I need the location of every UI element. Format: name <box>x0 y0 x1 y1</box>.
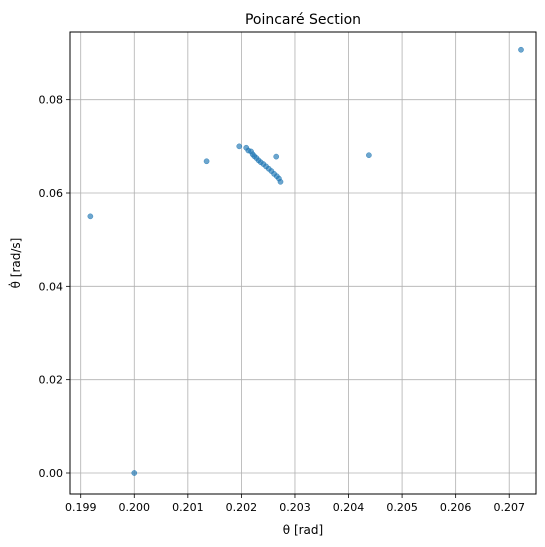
x-tick-label: 0.200 <box>119 501 151 514</box>
x-tick-label: 0.199 <box>65 501 97 514</box>
y-axis-ticks: 0.00 0.02 0.04 0.06 0.08 <box>39 94 70 480</box>
plot-frame <box>69 31 537 495</box>
x-tick-label: 0.204 <box>333 501 365 514</box>
data-point <box>366 152 372 159</box>
data-point <box>518 46 524 53</box>
x-tick-label: 0.206 <box>440 501 472 514</box>
x-tick-label: 0.205 <box>386 501 418 514</box>
y-tick-label: 0.02 <box>39 374 64 387</box>
data-point <box>203 158 210 165</box>
data-points <box>87 46 524 476</box>
x-tick-label: 0.203 <box>279 501 311 514</box>
y-tick-label: 0.00 <box>39 467 64 480</box>
y-tick-label: 0.04 <box>39 280 64 293</box>
data-point <box>273 153 280 160</box>
y-tick-label: 0.06 <box>39 187 64 200</box>
grid <box>70 32 536 494</box>
data-point <box>277 178 284 185</box>
chart-title: Poincaré Section <box>245 12 361 28</box>
x-axis-label: θ [rad] <box>283 523 323 537</box>
data-point <box>131 470 138 476</box>
y-axis-label: θ̇ [rad/s] <box>8 238 23 289</box>
x-tick-label: 0.207 <box>493 501 525 514</box>
x-axis-ticks: 0.199 0.200 0.201 0.202 0.203 0.204 0.205 0.206… <box>65 494 525 514</box>
x-tick-label: 0.201 <box>172 501 204 514</box>
data-point <box>236 143 243 150</box>
data-point <box>87 213 94 220</box>
y-tick-label: 0.08 <box>39 94 64 107</box>
x-tick-label: 0.202 <box>226 501 258 514</box>
